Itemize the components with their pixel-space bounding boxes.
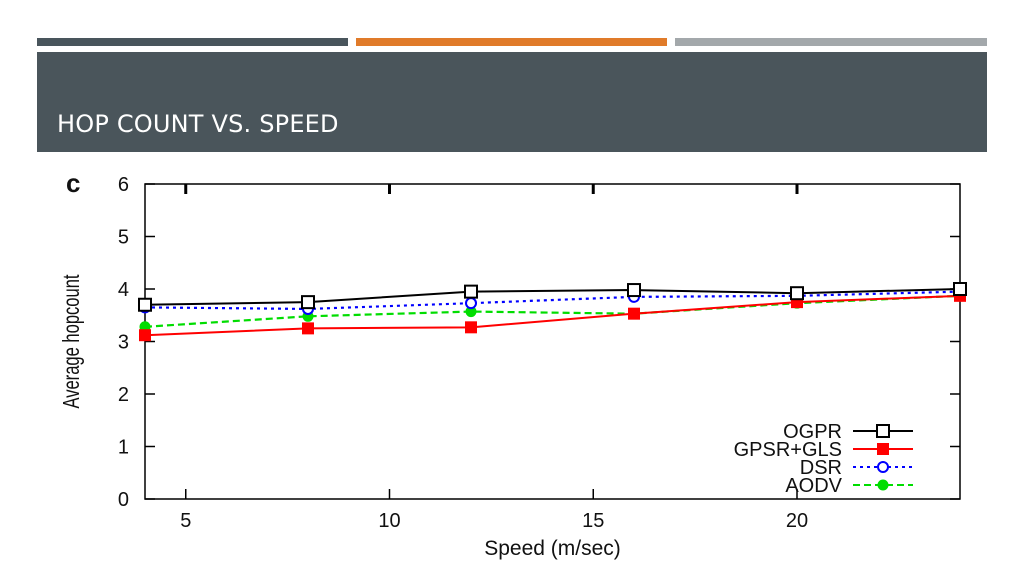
y-tick-label: 5 <box>118 227 129 249</box>
data-point <box>877 461 889 473</box>
data-point <box>627 283 641 298</box>
data-point <box>464 284 478 299</box>
legend-label: OGPR <box>783 421 842 443</box>
x-tick-label: 20 <box>786 510 808 532</box>
data-point <box>138 297 152 312</box>
accent-bar-dark <box>37 38 348 46</box>
data-point <box>465 321 477 334</box>
series-line <box>144 294 961 337</box>
accent-bar-orange <box>356 38 667 46</box>
data-point <box>876 424 890 438</box>
x-axis-label: Speed (m/sec) <box>484 537 621 560</box>
y-tick-label: 6 <box>118 174 129 196</box>
data-point <box>301 295 315 310</box>
series-ogpr <box>138 282 967 312</box>
series-gpsr-gls <box>139 289 966 342</box>
y-tick-label: 3 <box>118 332 129 354</box>
panel-label: c <box>66 168 80 198</box>
series-line <box>144 288 961 306</box>
y-tick-label: 4 <box>118 279 129 301</box>
accent-bar-gray <box>675 38 987 46</box>
x-tick-label: 5 <box>180 510 191 532</box>
x-tick-label: 10 <box>378 510 400 532</box>
x-tick-label: 15 <box>582 510 604 532</box>
data-point <box>628 307 640 320</box>
y-tick-label: 2 <box>118 384 129 406</box>
legend-label: DSR <box>800 457 842 479</box>
data-point <box>953 282 967 296</box>
data-point <box>139 329 151 342</box>
series-line <box>144 290 961 311</box>
data-point <box>790 286 804 301</box>
slide-title: HOP COUNT VS. SPEED <box>57 110 339 138</box>
title-band: HOP COUNT VS. SPEED <box>37 52 987 152</box>
legend-label: GPSR+GLS <box>734 439 842 461</box>
data-point <box>877 479 889 491</box>
data-point <box>877 443 889 455</box>
y-tick-label: 0 <box>118 489 129 511</box>
hopcount-chart: 0 1 2 3 4 5 6 5 10 15 20 Speed (m/sec) Average hopco… <box>59 168 967 560</box>
y-tick-label: 1 <box>118 437 129 459</box>
data-point <box>465 297 477 310</box>
y-axis-label: Average hopcount <box>59 274 84 408</box>
series-aodv <box>139 290 966 333</box>
series-line <box>144 294 961 328</box>
data-point <box>302 322 314 335</box>
legend-label: AODV <box>785 475 842 497</box>
